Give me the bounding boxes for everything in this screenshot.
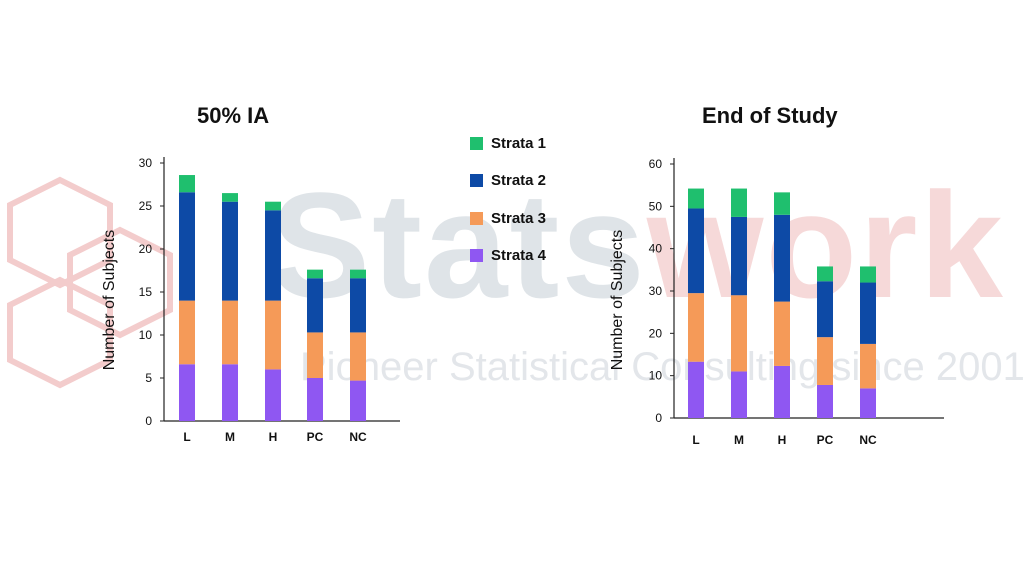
legend-swatch	[470, 211, 483, 225]
bar-segment	[350, 278, 366, 333]
bar-segment	[350, 380, 366, 421]
y-tick-label: 10	[649, 369, 663, 383]
bar-segment	[688, 188, 704, 209]
legend-swatch	[470, 249, 483, 262]
bar-segment	[688, 361, 704, 418]
bar-segment	[860, 343, 876, 389]
watermark-tagline: Pioneer Statistical Consulting since 200…	[300, 345, 1024, 389]
bar-segment	[731, 371, 747, 418]
bar-segment	[222, 300, 238, 365]
bar-segment	[731, 295, 747, 372]
bar-segment	[817, 281, 833, 338]
bar-segment	[222, 201, 238, 301]
bar-segment	[265, 369, 281, 421]
legend-item-strata-1: Strata 1	[470, 132, 546, 154]
y-tick-label: 30	[649, 284, 663, 298]
y-tick-label: 30	[139, 156, 153, 170]
x-tick-label: M	[225, 430, 235, 444]
y-tick-label: 20	[649, 326, 663, 340]
legend-item-strata-3: Strata 3	[470, 207, 546, 229]
bar-segment	[307, 332, 323, 378]
bar-segment	[817, 384, 833, 418]
bar-segment	[774, 365, 790, 418]
x-tick-label: NC	[859, 433, 877, 447]
y-tick-label: 20	[139, 242, 153, 256]
bar-segment	[222, 364, 238, 421]
bar-segment	[265, 300, 281, 370]
watermark-logo: Statswork	[270, 161, 1005, 329]
bar-segment	[179, 175, 195, 193]
bar-segment	[179, 364, 195, 421]
bar-segment	[265, 201, 281, 211]
x-tick-label: H	[269, 430, 278, 444]
bar-segment	[265, 210, 281, 301]
bar-segment	[307, 378, 323, 421]
bar-segment	[179, 192, 195, 301]
bar-segment	[307, 269, 323, 279]
x-tick-label: NC	[349, 430, 367, 444]
x-tick-label: M	[734, 433, 744, 447]
watermark-cubes-icon	[7, 176, 173, 389]
legend-item-strata-4: Strata 4	[470, 245, 546, 267]
bar-segment	[817, 337, 833, 385]
legend-item-strata-2: Strata 2	[470, 170, 546, 192]
chart-2-title: End of Study	[702, 103, 838, 128]
legend-label: Strata 2	[491, 172, 547, 189]
bar-segment	[860, 266, 876, 283]
y-tick-label: 40	[649, 242, 663, 256]
chart-1-title: 50% IA	[197, 103, 270, 128]
y-tick-label: 60	[649, 157, 663, 171]
bar-segment	[307, 278, 323, 333]
bar-segment	[774, 192, 790, 215]
bar-segment	[860, 282, 876, 344]
legend-label: Strata 1	[491, 134, 547, 152]
bar-segment	[731, 188, 747, 217]
legend-label: Strata 3	[491, 209, 547, 227]
legend-swatch	[470, 174, 483, 187]
y-axis-title: Number of Subjects	[101, 230, 118, 371]
bar-segment	[350, 269, 366, 279]
bar-segment	[817, 266, 833, 282]
bar-segment	[688, 293, 704, 362]
bar-segment	[350, 332, 366, 381]
x-tick-label: L	[692, 433, 699, 447]
bar-segment	[731, 216, 747, 296]
y-tick-label: 5	[145, 371, 152, 385]
y-axis-title: Number of Subjects	[609, 230, 626, 371]
y-tick-label: 50	[649, 199, 663, 213]
y-tick-label: 0	[145, 414, 152, 428]
y-tick-label: 15	[139, 285, 153, 299]
x-tick-label: PC	[307, 430, 324, 444]
legend-label: Strata 4	[491, 247, 547, 264]
y-tick-label: 10	[139, 328, 153, 342]
y-tick-label: 0	[655, 411, 662, 425]
legend: Strata 1 Strata 2 Strata 3 Strata 4	[470, 132, 546, 282]
bar-segment	[860, 388, 876, 418]
x-tick-label: H	[778, 433, 787, 447]
bar-segment	[179, 300, 195, 365]
legend-swatch	[470, 136, 483, 150]
y-tick-label: 25	[139, 199, 153, 213]
bar-segment	[222, 193, 238, 202]
x-tick-label: PC	[817, 433, 834, 447]
bar-segment	[774, 301, 790, 366]
bar-segment	[688, 208, 704, 294]
x-tick-label: L	[183, 430, 190, 444]
bar-segment	[774, 214, 790, 302]
